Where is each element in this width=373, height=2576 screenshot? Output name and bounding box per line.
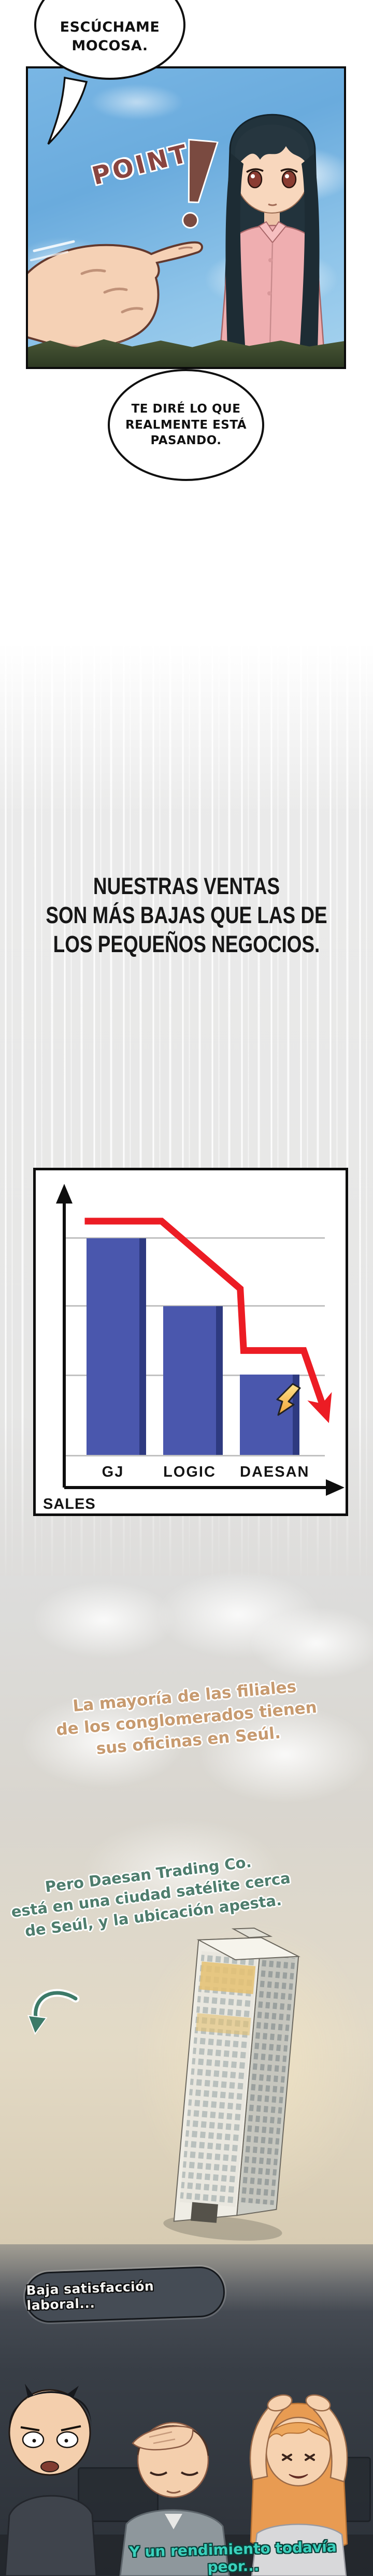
scribble-arrow-icon [27, 1989, 80, 2035]
office-building [163, 1927, 300, 2241]
caption-footer: Y un rendimiento todavía peor... [129, 2538, 337, 2576]
bubble-text: TE DIRÉ LO QUE [131, 402, 241, 416]
bubble-text: PASANDO. [150, 434, 222, 448]
bubble-text: REALMENTE ESTÁ [125, 418, 247, 432]
bubble-text: ESCÚCHAME [60, 19, 160, 36]
cloud [90, 84, 183, 120]
narration-line: NUESTRAS VENTAS [93, 873, 280, 899]
sales-bar-chart: GJ LOGIC DAESAN SALES [33, 1168, 348, 1516]
gridline [66, 1237, 325, 1239]
category-label: DAESAN [240, 1464, 310, 1480]
speech-bubble-tail [47, 76, 88, 145]
man-character-middle [119, 2422, 230, 2576]
trend-line [84, 1218, 332, 1423]
chart-bar [240, 1374, 299, 1455]
smoke-cloud [83, 1819, 280, 1923]
bar-3d-side [139, 1238, 146, 1455]
girl-character [218, 114, 326, 367]
chart-bar [163, 1306, 223, 1455]
smoke-cloud [21, 1695, 187, 1788]
category-label: GJ [102, 1464, 124, 1480]
panel-office-scene: Baja satisfacción laboral... [0, 2244, 373, 2576]
man-character-left [4, 2384, 97, 2576]
category-label: LOGIC [163, 1464, 216, 1480]
down-arrow-icon [276, 1383, 301, 1416]
point-sfx-text: POINT [89, 138, 193, 191]
narration-block: NUESTRAS VENTAS SON MÁS BAJAS QUE LAS DE… [0, 872, 373, 959]
chart-axes [56, 1184, 345, 1496]
speech-bubble-te-dire: TE DIRÉ LO QUE REALMENTE ESTÁ PASANDO. [108, 369, 264, 481]
hazy-section: La mayoría de las filiales de los conglo… [0, 1570, 373, 2244]
chart-plot-area [36, 1211, 351, 1455]
bubble-text: Baja satisfacción laboral... [26, 2278, 154, 2313]
bar-3d-side [216, 1306, 223, 1455]
smoke-cloud [197, 1705, 373, 1804]
bubble-text: MOCOSA. [71, 38, 148, 54]
gridline [66, 1305, 325, 1307]
chart-bar [87, 1238, 146, 1455]
woman-character-right [249, 2394, 348, 2576]
pointing-hand [28, 240, 203, 349]
chart-title: SALES [43, 1496, 96, 1512]
smoke-cloud [31, 1581, 176, 1659]
narration-line: LOS PEQUEÑOS NEGOCIOS. [53, 931, 320, 957]
narration-line: SON MÁS BAJAS QUE LAS DE [46, 902, 327, 928]
speech-bubble-satisfaccion: Baja satisfacción laboral... [24, 2266, 226, 2324]
panel-pointing-scene: POINT [26, 66, 346, 369]
smoke-cloud [249, 1607, 373, 1679]
gridline [66, 1455, 325, 1456]
exclamation-sfx-icon [182, 138, 219, 229]
